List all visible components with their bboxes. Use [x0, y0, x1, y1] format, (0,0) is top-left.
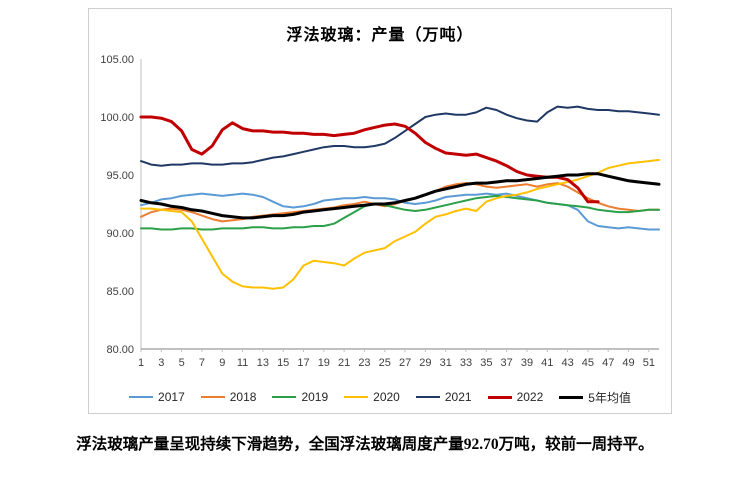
- legend-label: 2022: [516, 390, 544, 404]
- y-tick-label: 85.00: [106, 286, 134, 298]
- x-tick-label: 31: [440, 357, 452, 369]
- x-tick-label: 39: [521, 357, 533, 369]
- legend-label: 2018: [229, 390, 257, 404]
- legend-label: 5年均值: [588, 390, 631, 405]
- x-tick-label: 33: [460, 357, 472, 369]
- x-tick-label: 27: [399, 357, 411, 369]
- x-tick-label: 37: [501, 357, 513, 369]
- x-tick-label: 49: [622, 357, 634, 369]
- x-tick-label: 23: [358, 357, 370, 369]
- legend-item-2021: 2021: [415, 390, 472, 404]
- legend-label: 2020: [373, 390, 400, 404]
- series-line-2019: [140, 194, 660, 231]
- x-tick-label: 3: [158, 357, 164, 369]
- x-tick-label: 11: [237, 357, 248, 369]
- legend-label: 2017: [158, 390, 185, 404]
- legend-line-swatch: [415, 396, 440, 398]
- legend-line-swatch: [200, 396, 225, 398]
- chart-legend: 2017 2018 2019 2020 2021 2022 5年均值: [89, 381, 671, 413]
- legend-label: 2019: [301, 390, 329, 404]
- y-tick-label: 90.00: [106, 228, 134, 240]
- x-tick-label: 45: [582, 357, 594, 369]
- x-tick-label: 9: [219, 357, 225, 369]
- page: 浮法玻璃：产量（万吨） 80.00 85.00 90.00 95.00 100.00 10…: [0, 8, 730, 454]
- x-tick-label: 29: [419, 357, 431, 369]
- legend-item-2020: 2020: [344, 390, 400, 404]
- x-tick-label: 51: [643, 357, 655, 369]
- legend-line-swatch: [344, 396, 369, 398]
- y-tick-label: 100.00: [100, 112, 134, 124]
- series-line-2021: [140, 105, 660, 167]
- chart-container: 浮法玻璃：产量（万吨） 80.00 85.00 90.00 95.00 100.00 10…: [88, 8, 672, 414]
- chart-title: 浮法玻璃：产量（万吨）: [286, 27, 474, 44]
- x-tick-label: 41: [541, 357, 553, 369]
- x-tick-label: 5: [179, 357, 185, 369]
- y-tick-label: 95.00: [106, 170, 134, 182]
- x-tick-label: 47: [602, 357, 614, 369]
- x-tick-label: 13: [257, 357, 269, 369]
- x-tick-label: 7: [199, 357, 205, 369]
- series-line-2020: [140, 158, 660, 290]
- legend-line-swatch: [272, 396, 297, 398]
- legend-line-swatch: [559, 395, 584, 399]
- legend-item-2022: 2022: [487, 390, 544, 404]
- series-line-5年均值: [139, 172, 661, 220]
- series-line-2022: [139, 115, 600, 204]
- x-tick-label: 21: [338, 357, 350, 369]
- x-tick-label: 15: [277, 357, 289, 369]
- y-tick-label: 105.00: [100, 54, 134, 66]
- series-line-2017: [140, 192, 660, 231]
- legend-line-swatch: [129, 396, 154, 398]
- x-tick-label: 43: [561, 357, 573, 369]
- x-tick-label: 25: [379, 357, 391, 369]
- x-tick-label: 1: [138, 357, 144, 369]
- legend-line-swatch: [487, 395, 512, 399]
- caption: 浮法玻璃产量呈现持续下滑趋势，全国浮法玻璃周度产量92.70万吨，较前一周持平。: [76, 436, 654, 453]
- x-tick-label: 17: [297, 357, 309, 369]
- legend-item-5年均值: 5年均值: [559, 389, 631, 406]
- legend-item-2019: 2019: [272, 390, 328, 404]
- y-tick-label: 80.00: [106, 344, 134, 356]
- x-tick-label: 19: [318, 357, 330, 369]
- legend-label: 2021: [444, 390, 472, 404]
- legend-item-2018: 2018: [200, 390, 257, 404]
- x-tick-label: 35: [480, 357, 492, 369]
- legend-item-2017: 2017: [129, 390, 185, 404]
